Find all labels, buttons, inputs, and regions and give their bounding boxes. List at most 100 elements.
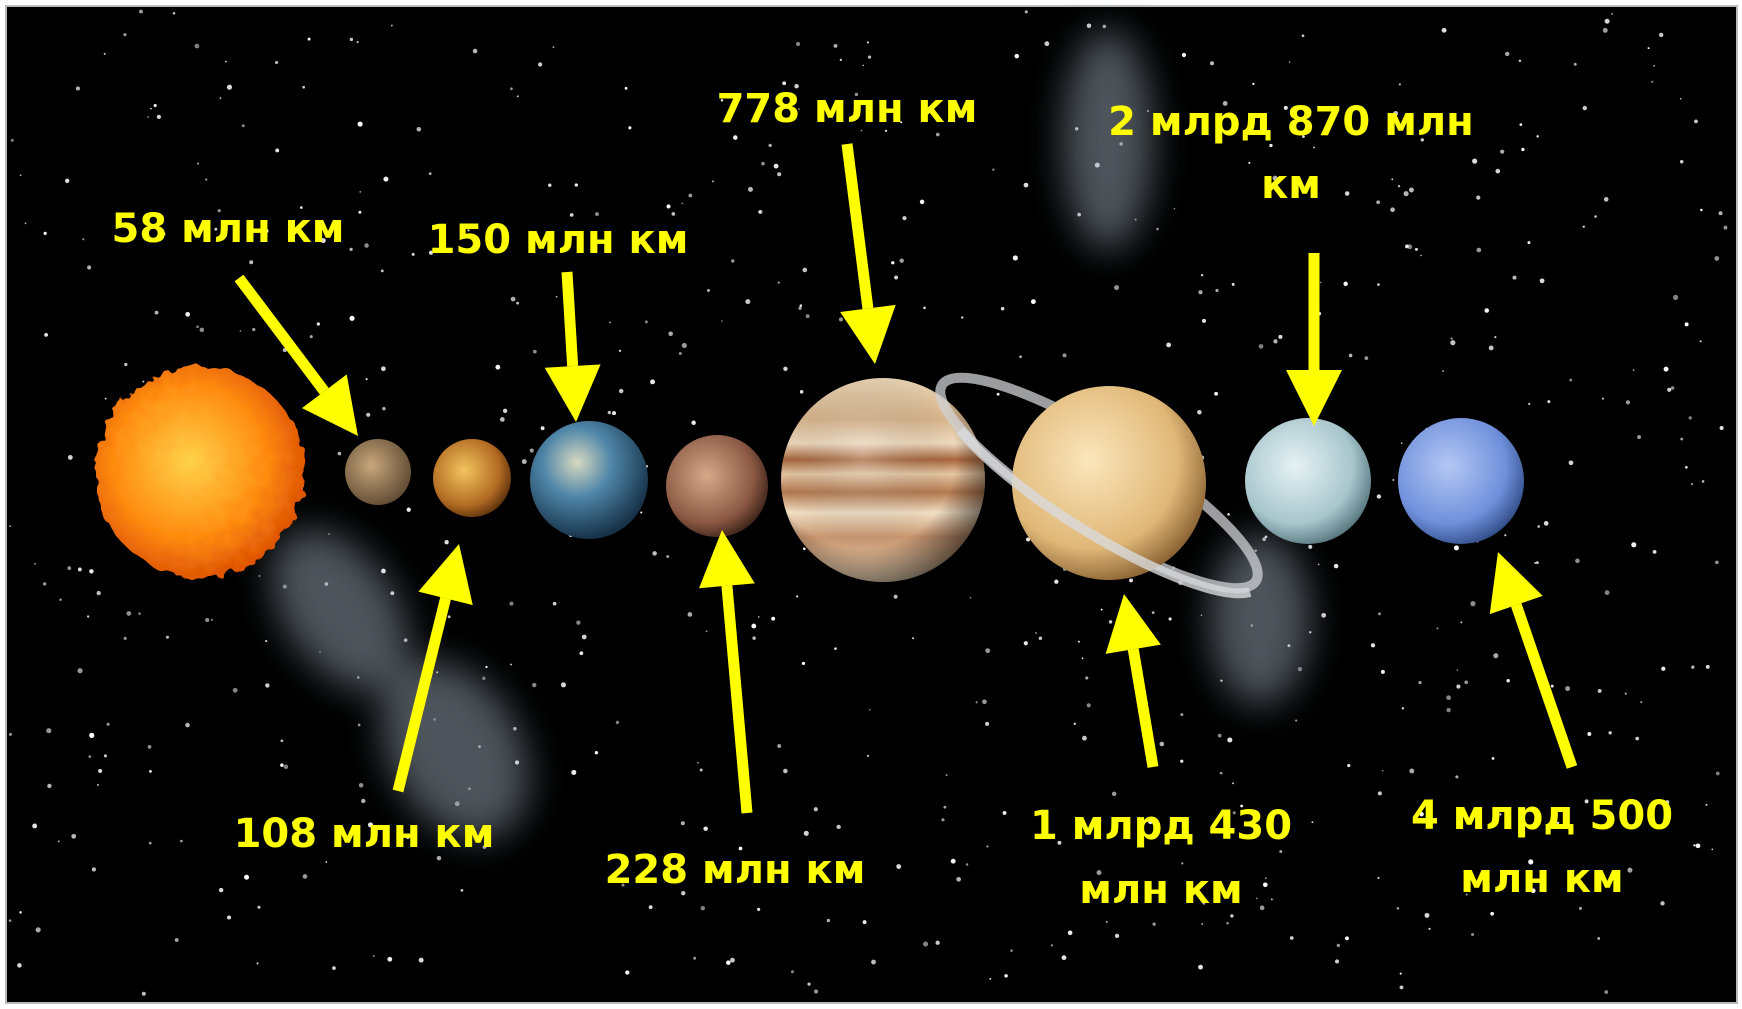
star (1376, 200, 1380, 204)
star (609, 322, 611, 324)
star (640, 511, 642, 513)
star (387, 957, 392, 962)
star (1279, 850, 1282, 853)
star (281, 739, 284, 742)
star (157, 115, 161, 119)
star (211, 619, 213, 621)
star (381, 366, 386, 371)
star (1551, 685, 1554, 688)
star (681, 821, 685, 825)
star (332, 966, 336, 970)
star (1054, 580, 1058, 584)
star (768, 144, 771, 147)
star (1035, 632, 1037, 634)
star (1227, 737, 1232, 742)
star (1575, 559, 1580, 564)
star (1537, 525, 1540, 528)
star (628, 126, 631, 129)
star (1484, 308, 1489, 313)
star (757, 908, 760, 911)
star (126, 611, 131, 616)
star (1399, 83, 1401, 85)
star (500, 417, 505, 422)
star (1381, 670, 1385, 674)
star (358, 211, 361, 214)
star (1671, 386, 1675, 390)
star (1201, 923, 1203, 925)
star (47, 784, 51, 788)
star (1289, 61, 1291, 63)
star (814, 807, 818, 811)
star (1625, 693, 1627, 695)
star (1605, 590, 1610, 595)
star (1446, 695, 1451, 700)
jupiter (781, 378, 985, 582)
star (986, 845, 988, 847)
star (32, 824, 37, 829)
star (798, 307, 801, 310)
star (461, 889, 464, 892)
star (516, 302, 519, 305)
star (1604, 990, 1608, 994)
star (1494, 336, 1496, 338)
star (712, 180, 714, 182)
star (1392, 479, 1394, 481)
star (1085, 676, 1088, 679)
star (697, 762, 699, 764)
star (1640, 701, 1642, 703)
distance-label: км (1261, 162, 1321, 208)
star (1507, 679, 1510, 682)
star (1569, 460, 1574, 465)
star (275, 149, 279, 153)
star (44, 232, 47, 235)
star (148, 745, 152, 749)
star (227, 85, 232, 90)
star (381, 269, 384, 272)
star (233, 688, 238, 693)
star (1653, 65, 1655, 67)
star (1418, 681, 1421, 684)
star (205, 618, 209, 622)
star (350, 248, 353, 251)
distance-label: млн км (1079, 867, 1242, 913)
star (1227, 513, 1230, 516)
star (1446, 708, 1450, 712)
star (997, 393, 1000, 396)
star (1062, 955, 1067, 960)
star (1661, 667, 1665, 671)
star (575, 183, 578, 186)
arrow-shaft (567, 272, 573, 366)
star (894, 595, 898, 599)
star (834, 647, 837, 650)
star (1455, 775, 1458, 778)
star (691, 421, 695, 425)
star (105, 398, 107, 400)
star (1215, 289, 1218, 292)
star (1400, 985, 1404, 989)
star (511, 297, 516, 302)
star (745, 299, 750, 304)
star (1521, 148, 1524, 151)
star (180, 840, 183, 843)
star (97, 591, 101, 595)
star (1182, 53, 1186, 57)
star (1602, 397, 1604, 399)
star (1378, 612, 1381, 615)
star (1442, 370, 1444, 372)
star (804, 831, 809, 836)
star (382, 407, 385, 410)
distance-label: 58 млн км (112, 206, 345, 252)
star (1343, 282, 1347, 286)
star (1456, 685, 1460, 689)
star (650, 379, 655, 384)
star (1318, 564, 1320, 566)
star (726, 960, 731, 965)
star (1397, 907, 1400, 910)
star (1450, 340, 1455, 345)
star (1302, 34, 1305, 37)
star (814, 989, 818, 993)
star (652, 551, 656, 555)
star (1181, 862, 1183, 864)
star (448, 615, 451, 618)
star (1377, 283, 1380, 286)
